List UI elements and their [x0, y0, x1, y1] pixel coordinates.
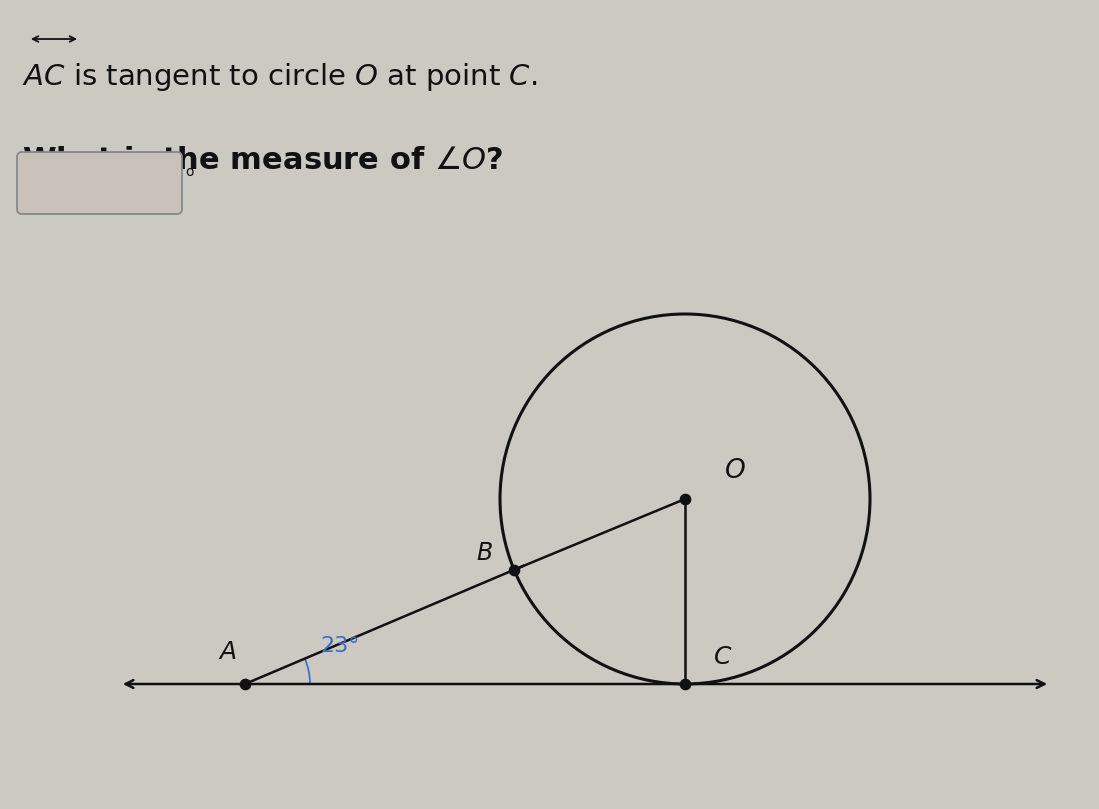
Point: [676, 493, 693, 506]
FancyBboxPatch shape: [16, 152, 182, 214]
Text: o: o: [185, 165, 193, 179]
Text: $\mathit{AC}$ is tangent to circle $\mathit{O}$ at point $\mathit{C}$.: $\mathit{AC}$ is tangent to circle $\mat…: [22, 61, 537, 93]
Text: $\mathit{B}$: $\mathit{B}$: [476, 540, 492, 565]
Text: 23°: 23°: [320, 636, 359, 656]
Text: What is the measure of $\angle\mathit{O}$?: What is the measure of $\angle\mathit{O}…: [22, 146, 503, 175]
Text: $\mathit{C}$: $\mathit{C}$: [713, 645, 733, 669]
Text: $\mathit{A}$: $\mathit{A}$: [218, 640, 236, 664]
Point: [236, 677, 254, 690]
Point: [676, 677, 693, 690]
Text: $\mathit{O}$: $\mathit{O}$: [724, 458, 746, 484]
Point: [506, 563, 523, 576]
